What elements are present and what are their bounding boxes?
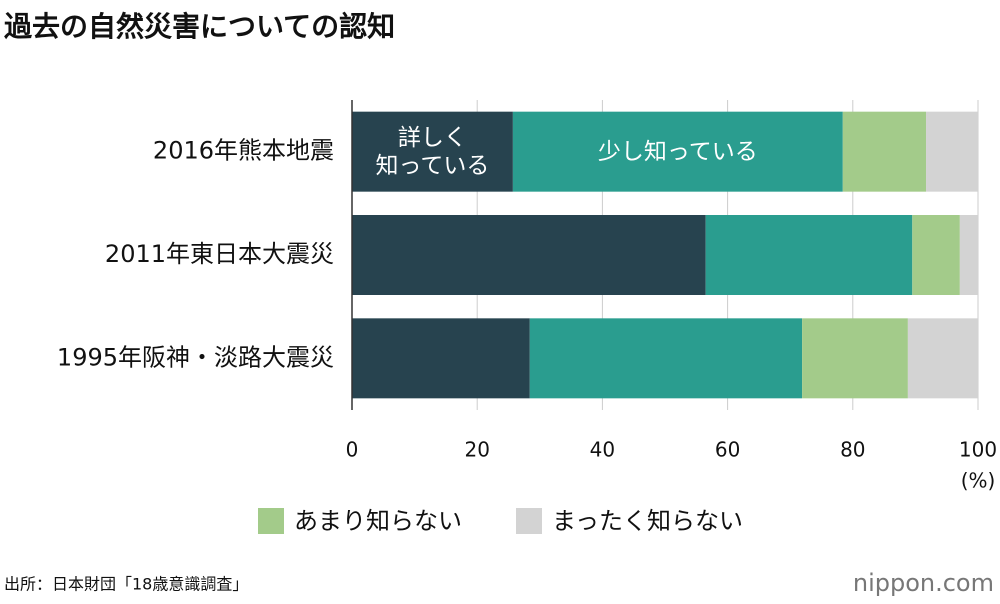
x-tick-label: 20 [464,438,489,462]
bar-segment [512,111,843,192]
x-tick-label: 80 [840,438,865,462]
bar-segment [352,318,530,399]
chart-title: 過去の自然災害についての認知 [4,10,395,43]
x-tick-label: 0 [346,438,359,462]
legend-swatch [516,508,542,534]
legend-label: まったく知らない [552,507,743,535]
bar-segment [926,111,978,192]
source: 出所：日本財団「18歳意識調査」 [4,575,248,594]
bar-segment [529,318,803,399]
bar-segment [705,215,913,295]
x-tick-label: 60 [715,438,740,462]
bar-segment [842,111,927,192]
x-unit: (%) [961,469,996,493]
x-tick-label: 40 [590,438,615,462]
y-tick-label: 2016年熊本地震 [153,137,334,165]
bar-segment [959,215,978,295]
x-tick-label: 100 [959,438,997,462]
bar-segment [912,215,960,295]
legend-label: あまり知らない [294,507,462,535]
bar-label: 少し知っている [597,138,758,165]
bar-segment [907,318,978,399]
bar-segment [352,215,706,295]
legend-swatch [258,508,284,534]
bar-label: 詳しく 知っている [375,124,490,179]
y-tick-label: 2011年東日本大震災 [105,240,334,268]
logo: nippon.com [853,569,994,597]
y-tick-label: 1995年阪神・淡路大震災 [57,343,334,371]
bar-segment [352,111,513,192]
bar-segment [802,318,908,399]
